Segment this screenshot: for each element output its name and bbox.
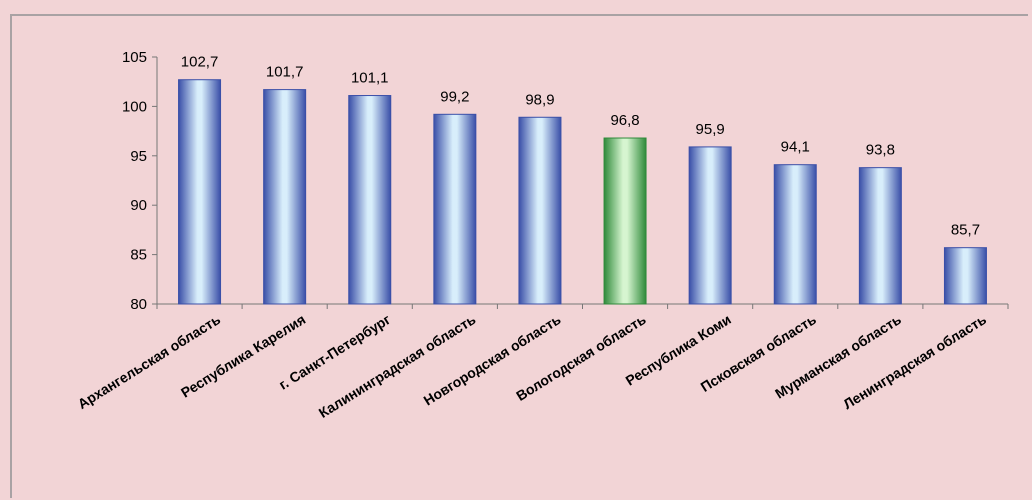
- y-tick-label: 95: [130, 148, 147, 165]
- x-tick-label: Калининградская область: [316, 311, 479, 421]
- data-label: 101,1: [351, 70, 389, 87]
- y-tick-label: 90: [130, 197, 147, 214]
- bar: [773, 164, 817, 305]
- x-tick-label: Архангельская область: [75, 311, 224, 412]
- y-tick-label: 80: [130, 296, 147, 313]
- bar: [518, 116, 562, 305]
- x-tick-label: Новгородская область: [421, 311, 564, 409]
- y-tick-label: 100: [122, 98, 147, 115]
- data-label: 101,7: [266, 64, 304, 81]
- data-label: 99,2: [440, 88, 469, 105]
- bar-highlighted: [603, 137, 647, 305]
- y-tick-label: 85: [130, 247, 147, 264]
- y-tick-label: 105: [122, 49, 147, 66]
- bars: [178, 79, 987, 305]
- data-label: 96,8: [610, 112, 639, 129]
- data-label: 95,9: [696, 121, 725, 138]
- bar: [858, 167, 902, 305]
- data-label: 94,1: [781, 139, 810, 156]
- bar: [433, 113, 477, 305]
- data-label: 98,9: [525, 91, 554, 108]
- bar: [348, 95, 392, 305]
- data-label: 102,7: [181, 54, 219, 71]
- bar: [178, 79, 222, 305]
- bar: [263, 89, 307, 305]
- bar: [688, 146, 732, 305]
- x-tick-label: Ленинградская область: [840, 311, 989, 412]
- data-label: 93,8: [866, 142, 895, 159]
- data-labels: 102,7 101,7 101,1 99,2 98,9 96,8 95,9 94,1 93,8 8…: [181, 54, 980, 239]
- data-label: 85,7: [951, 222, 980, 239]
- bar: [943, 247, 987, 305]
